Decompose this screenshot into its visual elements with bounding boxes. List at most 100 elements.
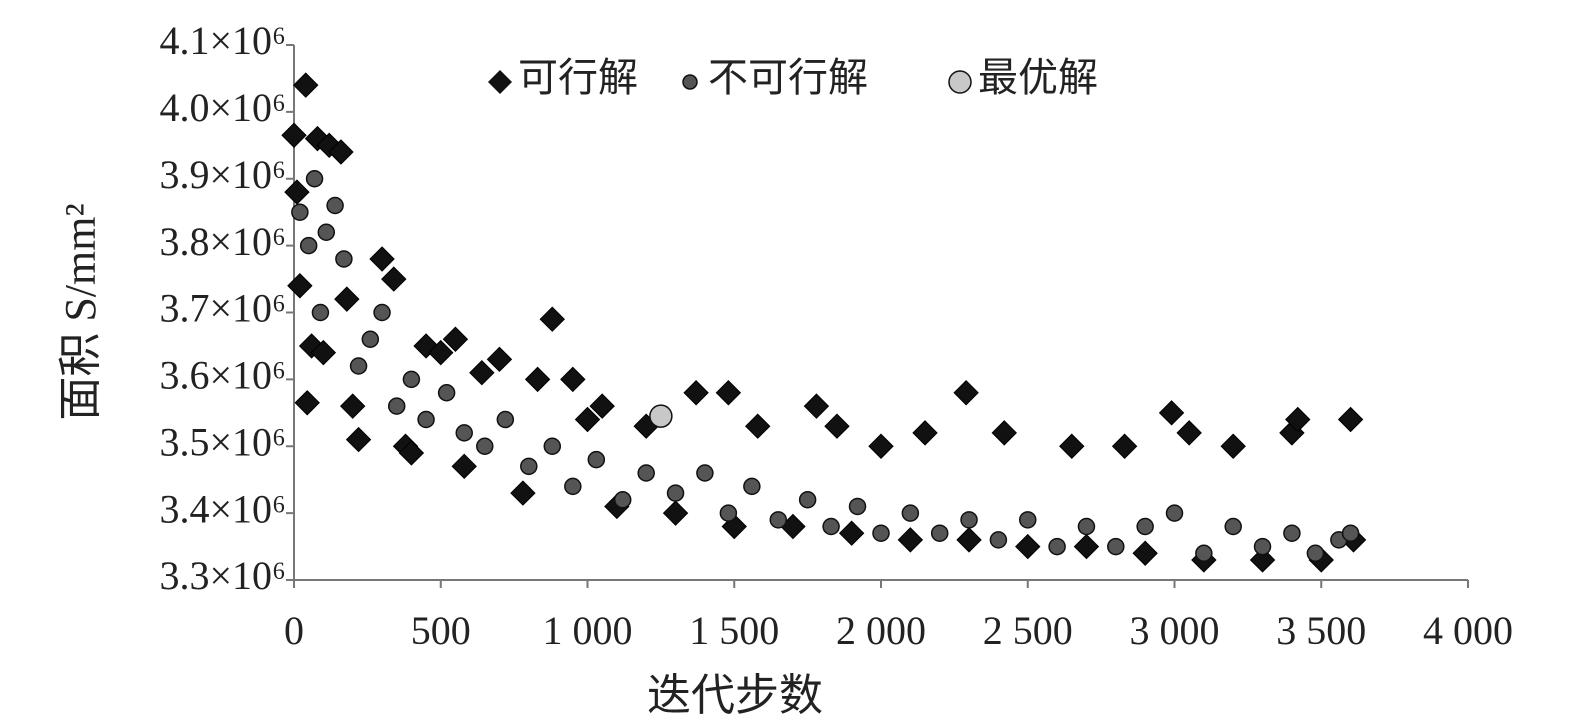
feasible-point (574, 406, 601, 433)
x-tick-label: 3 500 (1276, 608, 1366, 653)
x-tick-label: 500 (411, 608, 471, 653)
feasible-point (345, 426, 372, 453)
point (989, 531, 1008, 549)
y-tick-label: 3.5×10⁶ (159, 419, 286, 464)
feasible-point (1059, 433, 1085, 459)
point (769, 511, 788, 529)
feasible-point (281, 122, 307, 148)
point (1224, 517, 1242, 536)
point (417, 410, 435, 429)
feasible-point (1015, 533, 1041, 560)
point (798, 491, 817, 509)
point (743, 477, 761, 496)
feasible-point (294, 390, 320, 416)
point (696, 464, 714, 482)
point (649, 404, 673, 428)
y-tick-label: 3.9×10⁶ (159, 152, 286, 197)
point (1136, 517, 1154, 536)
feasible-point (284, 179, 310, 205)
feasible-point (1285, 406, 1311, 433)
point (402, 370, 421, 389)
y-tick-label: 4.1×10⁶ (159, 18, 286, 63)
x-tick-label: 4 000 (1423, 608, 1513, 653)
feasible-point (287, 273, 313, 299)
feasible-point (413, 333, 439, 359)
point (437, 384, 456, 402)
point (1253, 537, 1272, 556)
x-tick-label: 2 000 (836, 608, 926, 653)
point (666, 484, 685, 502)
feasible-point (824, 413, 850, 439)
feasible-point (803, 393, 830, 419)
point (291, 203, 309, 221)
y-tick-label: 3.7×10⁶ (159, 286, 286, 331)
feasible-point (334, 286, 360, 312)
point (901, 504, 920, 522)
feasible-point (1249, 547, 1276, 573)
point (1077, 517, 1096, 536)
feasible-point (1337, 406, 1364, 433)
feasible-point (316, 132, 342, 159)
point (872, 524, 890, 542)
feasible-point (991, 420, 1017, 446)
feasible-point (715, 380, 742, 406)
feasible-point (369, 246, 395, 272)
feasible-point (298, 333, 325, 359)
point (311, 303, 330, 322)
x-tick-label: 3 000 (1130, 608, 1220, 653)
point (317, 223, 336, 241)
feasible-point (1132, 540, 1158, 566)
feasible-point (912, 420, 938, 446)
point (564, 477, 582, 496)
point (613, 491, 632, 509)
x-tick-label: 1 500 (689, 608, 779, 653)
feasible-point (868, 433, 894, 459)
point (455, 424, 473, 442)
legend-marker (948, 70, 972, 94)
feasible-point (1073, 533, 1100, 560)
point (543, 437, 562, 455)
feasible-point (469, 359, 495, 386)
feasible-point (745, 413, 771, 439)
feasible-point (398, 440, 425, 466)
point (930, 524, 949, 542)
x-tick-label: 0 (284, 608, 304, 653)
point (587, 450, 606, 469)
point (1107, 537, 1125, 556)
feasible-point (310, 339, 337, 366)
point (1341, 524, 1360, 542)
point (349, 357, 368, 375)
feasible-point (956, 527, 982, 553)
feasible-point (589, 393, 615, 419)
feasible-point (328, 139, 354, 165)
feasible-point (339, 393, 366, 419)
x-tick-label: 2 500 (983, 608, 1073, 653)
point (326, 196, 344, 215)
feasible-point (1220, 433, 1246, 459)
point (1019, 511, 1037, 529)
point (520, 457, 538, 476)
point (1306, 544, 1325, 562)
point (1048, 537, 1066, 556)
feasible-point (953, 380, 979, 406)
point (719, 504, 738, 522)
point (299, 236, 318, 255)
feasible-point (451, 453, 477, 480)
point (637, 464, 655, 482)
point (496, 410, 515, 429)
x-axis-label: 迭代步数 (647, 671, 823, 720)
feasible-point (293, 72, 319, 98)
legend-marker (488, 70, 512, 94)
legend-marker (682, 74, 698, 90)
point (1195, 544, 1213, 562)
y-tick-label: 4.0×10⁶ (159, 85, 286, 130)
feasible-point (510, 480, 536, 506)
feasible-point (1176, 420, 1202, 446)
feasible-point (524, 366, 551, 393)
legend-label: 不可行解 (708, 55, 868, 100)
y-tick-label: 3.3×10⁶ (159, 553, 286, 598)
point (305, 170, 324, 188)
feasible-point (381, 266, 407, 292)
feasible-point (486, 346, 513, 373)
